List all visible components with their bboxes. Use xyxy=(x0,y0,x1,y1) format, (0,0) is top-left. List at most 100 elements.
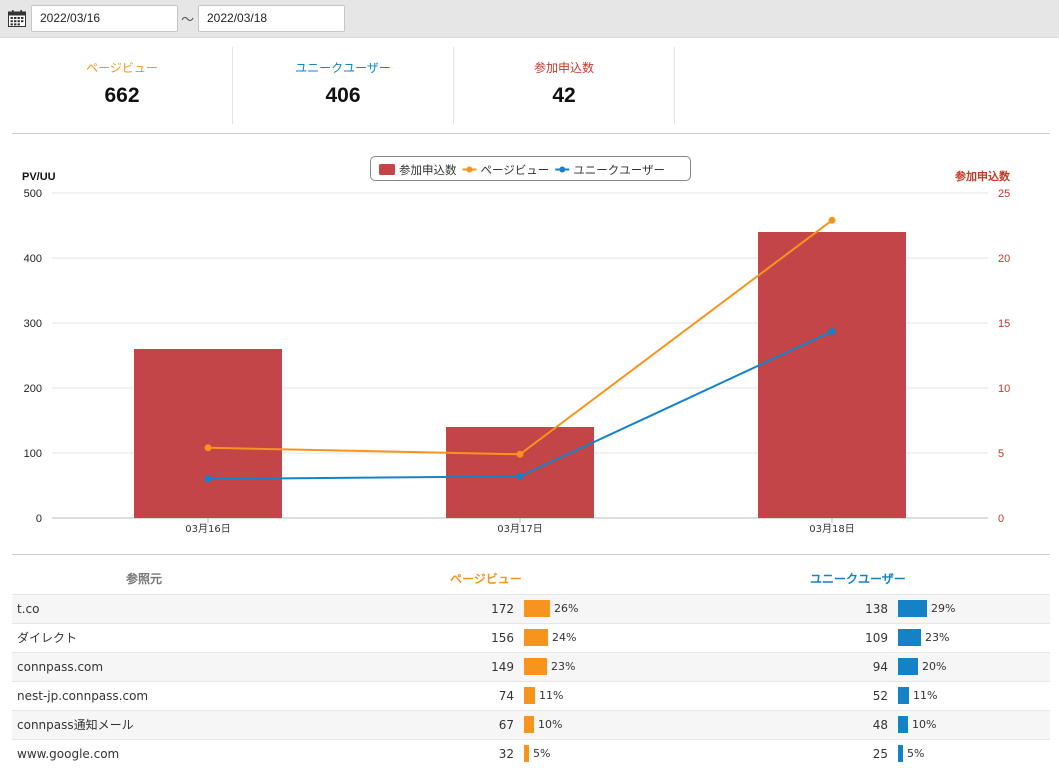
header-unique-users: ユニークユーザー xyxy=(810,572,906,587)
unique-users-share-bar-fill xyxy=(898,629,921,646)
referrer-pageviews: 172 xyxy=(304,593,524,623)
legend-swatch-point[interactable] xyxy=(559,166,566,173)
series-point xyxy=(204,444,212,452)
left-axis-tick-label: 500 xyxy=(24,188,42,200)
unique-users-share-bar-percent: 11% xyxy=(913,689,938,702)
referrer-unique-users-bar-cell: 23% xyxy=(898,622,1050,652)
pageviews-share-bar-percent: 5% xyxy=(533,747,551,761)
bar-registrations xyxy=(446,427,594,518)
referrer-pageviews: 156 xyxy=(304,622,524,652)
table-row: t.co 172 26% 138 29% xyxy=(12,593,1050,623)
referrer-pageviews-bar-cell: 24% xyxy=(524,622,824,652)
unique-users-share-bar-fill xyxy=(898,658,918,675)
referrer-pageviews: 74 xyxy=(304,680,524,710)
table-row: www.google.com 32 5% 25 5% xyxy=(12,738,1050,768)
chart-legend: 参加申込数 ページビュー ユニークユーザー xyxy=(370,156,691,181)
traffic-chart: 0 100 200 300 400 500 0 5 10 15 20 25 PV/UU 参加申込数 03月1… xyxy=(22,169,1011,535)
header-source: 参照元 xyxy=(125,572,162,587)
referrer-source: nest-jp.connpass.com xyxy=(12,680,304,710)
legend-label[interactable]: 参加申込数 xyxy=(399,163,457,177)
pageviews-share-bar-fill xyxy=(524,600,550,617)
date-to-input[interactable]: 2022/03/18 xyxy=(198,5,345,32)
left-axis-tick-label: 100 xyxy=(24,448,42,460)
stat-registrations-value: 42 xyxy=(552,84,576,107)
legend-label[interactable]: ページビュー xyxy=(481,163,550,177)
unique-users-share-bar-fill xyxy=(898,600,927,617)
referrer-pageviews: 67 xyxy=(304,709,524,739)
referrer-pageviews-bar-cell: 5% xyxy=(524,738,824,768)
left-axis-tick-label: 300 xyxy=(24,318,42,330)
referrer-source: www.google.com xyxy=(12,738,304,768)
series-point xyxy=(516,450,524,458)
table-row: nest-jp.connpass.com 74 11% 52 11% xyxy=(12,680,1050,710)
right-axis-tick-label: 0 xyxy=(998,513,1004,525)
referrer-source: ダイレクト xyxy=(12,622,304,652)
unique-users-share-bar: 10% xyxy=(898,716,1050,733)
right-axis-tick-label: 5 xyxy=(998,448,1004,460)
referrer-table: 参照元 ページビュー ユニークユーザー t.co 172 26% 138 29% ダイレク… xyxy=(12,564,1050,768)
referrer-pageviews-bar-cell: 11% xyxy=(524,680,824,710)
pageviews-share-bar-fill xyxy=(524,629,548,646)
unique-users-share-bar-percent: 23% xyxy=(925,631,950,644)
date-from-input[interactable]: 2022/03/16 xyxy=(31,5,178,32)
referrer-pageviews-bar-cell: 26% xyxy=(524,593,824,623)
unique-users-share-bar: 20% xyxy=(898,658,1050,675)
unique-users-share-bar: 5% xyxy=(898,745,1050,763)
referrer-pageviews: 149 xyxy=(304,651,524,681)
divider xyxy=(12,133,1050,134)
stat-pageviews: ページビュー 662 xyxy=(12,47,233,124)
unique-users-share-bar-fill xyxy=(898,687,909,704)
right-axis-title: 参加申込数 xyxy=(955,169,1011,183)
referrer-pageviews: 32 xyxy=(304,738,524,768)
date-range-separator: 〜 xyxy=(181,13,195,28)
legend-swatch-point[interactable] xyxy=(466,166,473,173)
legend-label[interactable]: ユニークユーザー xyxy=(573,163,665,177)
pageviews-share-bar: 26% xyxy=(524,600,824,617)
pageviews-share-bar: 23% xyxy=(524,658,824,675)
pageviews-share-bar-fill xyxy=(524,687,535,704)
series-point xyxy=(516,472,524,480)
pageviews-share-bar-percent: 26% xyxy=(554,602,579,615)
pageviews-share-bar-fill xyxy=(524,658,547,675)
referrer-unique-users: 48 xyxy=(824,709,898,739)
divider xyxy=(12,554,1050,555)
x-axis-tick-label: 03月18日 xyxy=(809,523,854,535)
bar-registrations xyxy=(758,232,906,518)
pageviews-share-bar: 5% xyxy=(524,745,824,763)
pageviews-share-bar-percent: 10% xyxy=(538,718,563,731)
unique-users-share-bar-percent: 29% xyxy=(931,602,956,615)
series-point xyxy=(828,327,836,335)
left-axis-tick-label: 0 xyxy=(36,513,42,525)
legend-swatch-bar[interactable] xyxy=(379,164,395,175)
referrer-unique-users: 109 xyxy=(824,622,898,652)
referrer-source: connpass通知メール xyxy=(12,709,304,739)
pageviews-share-bar: 24% xyxy=(524,629,824,646)
referrer-source: t.co xyxy=(12,593,304,623)
unique-users-share-bar-percent: 5% xyxy=(907,747,925,761)
series-line xyxy=(207,219,833,456)
bar-registrations xyxy=(134,349,282,518)
unique-users-share-bar: 29% xyxy=(898,600,1050,617)
referrer-unique-users-bar-cell: 29% xyxy=(898,593,1050,623)
unique-users-share-bar-fill xyxy=(898,745,903,763)
referrer-unique-users-bar-cell: 5% xyxy=(898,738,1050,768)
stat-pageviews-value: 662 xyxy=(104,84,140,107)
left-axis-tick-label: 200 xyxy=(24,383,42,395)
right-axis-tick-label: 25 xyxy=(998,188,1010,200)
series-point xyxy=(204,475,212,483)
stat-registrations-label: 参加申込数 xyxy=(533,61,594,75)
referrer-unique-users-bar-cell: 20% xyxy=(898,651,1050,681)
referrer-unique-users: 52 xyxy=(824,680,898,710)
chart-legend-items: 参加申込数 ページビュー ユニークユーザー xyxy=(379,163,665,177)
right-axis-tick-label: 10 xyxy=(998,383,1010,395)
calendar-icon[interactable] xyxy=(8,10,26,27)
x-axis-tick-label: 03月16日 xyxy=(185,523,230,535)
unique-users-share-bar: 23% xyxy=(898,629,1050,646)
left-axis-title: PV/UU xyxy=(22,171,56,183)
pageviews-share-bar-fill xyxy=(524,745,529,763)
date-range-bar: 2022/03/16 〜 2022/03/18 xyxy=(0,0,1059,38)
table-header-row: 参照元 ページビュー ユニークユーザー xyxy=(12,564,1050,594)
referrer-unique-users-bar-cell: 11% xyxy=(898,680,1050,710)
table-row: ダイレクト 156 24% 109 23% xyxy=(12,622,1050,652)
right-axis-tick-label: 15 xyxy=(998,318,1010,330)
